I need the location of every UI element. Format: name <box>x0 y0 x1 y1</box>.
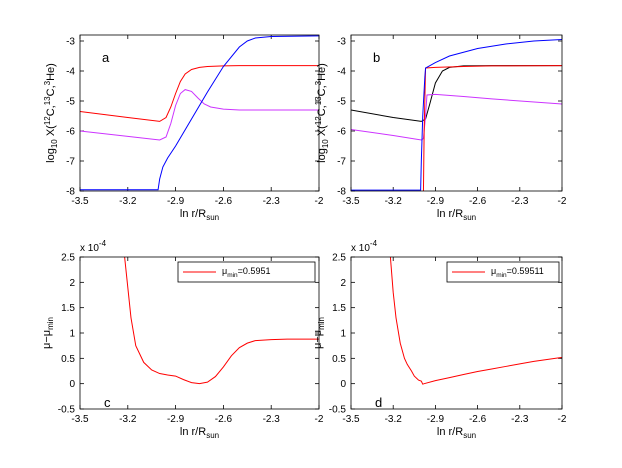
y-tick-label: -0.5 <box>329 405 347 416</box>
x-axis-label: ln r/Rsun <box>180 426 219 440</box>
panel-label: a <box>102 50 110 65</box>
legend-label: μmin=0.59511 <box>491 266 544 279</box>
y-axis-label: μ−μmin <box>41 317 55 349</box>
x-tick-label: -2 <box>558 414 567 425</box>
y-tick-label: -4 <box>337 67 346 78</box>
y-tick-label: 1.5 <box>61 303 75 314</box>
legend-box <box>177 261 316 283</box>
panel-d: -3.5 -3.2 -2.9 -2.6 -2.3 -2 -0.5 0 0.5 1 1.5 2 2.5 d l… <box>312 239 567 440</box>
x-tick-label: -3.5 <box>71 414 89 425</box>
y-tick-label: -3 <box>337 37 346 48</box>
x-tick-label: -2 <box>315 414 324 425</box>
legend-label: μmin=0.5951 <box>222 266 270 279</box>
y-axis-label: μ−μmin <box>312 317 326 349</box>
y-tick-label: 2.5 <box>332 253 346 264</box>
y-tick-label: 1.5 <box>332 303 346 314</box>
series-line-red <box>80 65 319 122</box>
axes-box <box>350 34 563 192</box>
x-tick-label: -2.6 <box>215 414 233 425</box>
x-tick-label: -2 <box>558 196 567 207</box>
x-tick-label: -2.3 <box>511 196 529 207</box>
series-line-magenta <box>351 93 562 141</box>
panel-label: b <box>373 50 380 65</box>
y-tick-label: -8 <box>66 187 75 198</box>
x-tick-label: -2.3 <box>511 414 529 425</box>
series-line-blue <box>351 39 562 191</box>
y-tick-label: -6 <box>66 127 75 138</box>
panel-label: d <box>375 395 382 410</box>
x-tick-label: -3.2 <box>119 196 137 207</box>
x-axis-label: ln r/Rsun <box>437 208 476 222</box>
y-tick-label: -4 <box>66 67 75 78</box>
x-tick-label: -3.5 <box>71 196 89 207</box>
x-tick-label: -3.5 <box>342 414 360 425</box>
x-axis-label: ln r/Rsun <box>180 208 219 222</box>
x-tick-label: -2.3 <box>263 196 281 207</box>
x-tick-label: -2.9 <box>167 196 185 207</box>
series-line-red <box>422 65 562 191</box>
x-tick-label: -2.6 <box>469 414 487 425</box>
y-scale-factor: x 10-4 <box>351 239 378 254</box>
y-tick-label: 2.5 <box>61 253 75 264</box>
y-tick-label: -6 <box>337 127 346 138</box>
y-tick-label: -3 <box>66 37 75 48</box>
series-line-blue <box>80 35 319 191</box>
y-tick-label: -7 <box>337 157 346 168</box>
y-tick-label: -5 <box>66 97 75 108</box>
x-tick-label: -3.5 <box>342 196 360 207</box>
axes-box <box>79 256 320 410</box>
x-tick-label: -3.2 <box>385 414 403 425</box>
series-line--min-0-5951 <box>124 257 319 385</box>
y-tick-label: 0 <box>69 379 75 390</box>
y-tick-label: 2 <box>340 278 346 289</box>
y-axis-label: log10 X(12C,13C,3He) <box>43 63 59 163</box>
y-scale-factor: x 10-4 <box>80 239 107 254</box>
x-tick-label: -2.3 <box>263 414 281 425</box>
y-tick-label: -7 <box>66 157 75 168</box>
x-tick-label: -3.2 <box>385 196 403 207</box>
y-tick-label: 0.5 <box>61 354 75 365</box>
panel-label: c <box>104 395 111 410</box>
y-tick-label: -5 <box>337 97 346 108</box>
y-tick-label: -0.5 <box>58 405 76 416</box>
x-tick-label: -2.6 <box>469 196 487 207</box>
axes-box <box>350 256 563 410</box>
x-axis-label: ln r/Rsun <box>437 426 476 440</box>
y-tick-label: 0.5 <box>332 354 346 365</box>
panel-b: -3.5 -3.2 -2.9 -2.6 -2.3 -2 -8 -7 -6 -5 -4 -3 b ln r/… <box>314 34 567 222</box>
legend: μmin=0.5951 <box>177 261 316 283</box>
x-tick-label: -2 <box>315 196 324 207</box>
y-tick-label: 1 <box>69 329 75 340</box>
panel-c: -3.5 -3.2 -2.9 -2.6 -2.3 -2 -0.5 0 0.5 1 1.5 2 2.5 c l… <box>41 239 324 440</box>
y-tick-label: -8 <box>337 187 346 198</box>
y-tick-label: 0 <box>340 379 346 390</box>
series-line-magenta <box>80 89 319 141</box>
series-line--min-0-59511 <box>389 257 562 385</box>
y-tick-label: 1 <box>340 329 346 340</box>
x-tick-label: -2.9 <box>427 196 445 207</box>
legend-box <box>446 261 560 283</box>
x-tick-label: -3.2 <box>119 414 137 425</box>
legend: μmin=0.59511 <box>446 261 560 283</box>
x-tick-label: -2.6 <box>215 196 233 207</box>
panel-a: -3.5 -3.2 -2.9 -2.6 -2.3 -2 -8 -7 -6 -5 -4 -3 a ln r/… <box>43 34 324 222</box>
y-axis-label: log10 X(12C,13C,3He) <box>314 63 330 163</box>
x-tick-label: -2.9 <box>427 414 445 425</box>
x-tick-label: -2.9 <box>167 414 185 425</box>
axes-box <box>79 34 320 192</box>
y-tick-label: 2 <box>69 278 75 289</box>
